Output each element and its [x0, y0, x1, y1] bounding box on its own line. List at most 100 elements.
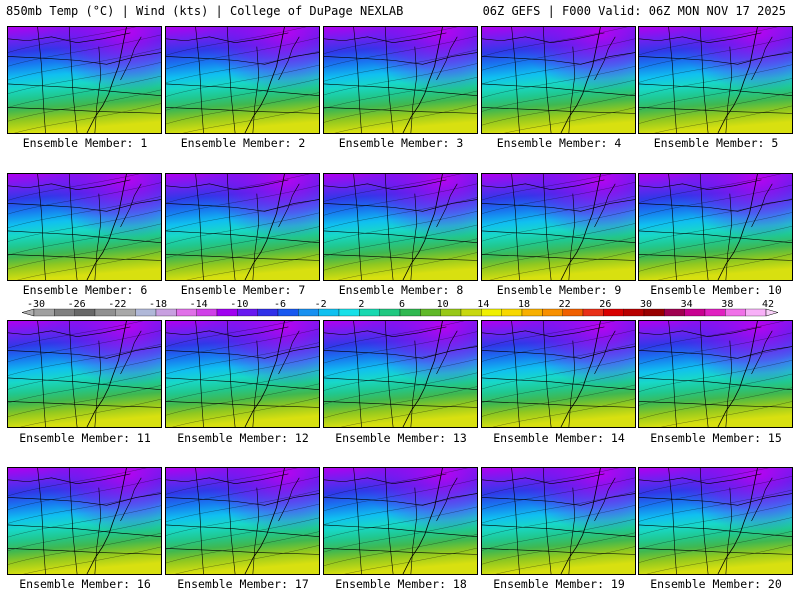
colorbar-swatch: [684, 308, 706, 317]
colorbar-tick-label: -10: [230, 299, 248, 310]
colorbar-tick-label: 34: [681, 299, 693, 310]
colorbar-tick-label: 30: [640, 299, 652, 310]
ensemble-panel: [638, 320, 793, 428]
temperature-map: [166, 321, 319, 427]
ensemble-member-label: Ensemble Member: 8: [338, 283, 464, 297]
colorbar-tick-label: -14: [190, 299, 208, 310]
colorbar-swatch: [643, 308, 665, 317]
ensemble-member-label: Ensemble Member: 4: [496, 136, 622, 150]
ensemble-panel: [7, 173, 162, 281]
temperature-colorbar: -30 -26 -22 -18 -14 -10 -6 -2 2 6 10 14 18 22 26 30 34 38…: [21, 299, 779, 317]
ensemble-panel: [165, 26, 320, 134]
temperature-map: [166, 468, 319, 574]
colorbar-swatch: [582, 308, 604, 317]
colorbar-swatch: [155, 308, 177, 317]
temperature-map: [166, 27, 319, 133]
colorbar-swatch: [399, 308, 421, 317]
ensemble-member-label: Ensemble Member: 3: [338, 136, 464, 150]
temperature-map: [324, 27, 477, 133]
temperature-map: [8, 321, 161, 427]
colorbar-swatch: [379, 308, 401, 317]
temperature-map: [639, 174, 792, 280]
colorbar-swatch: [725, 308, 746, 317]
colorbar-swatch: [94, 308, 116, 317]
ensemble-panel: [638, 26, 793, 134]
colorbar-swatch: [237, 308, 258, 317]
colorbar-swatch: [257, 308, 279, 317]
colorbar-tick-label: 42: [762, 299, 774, 310]
colorbar-swatch: [277, 308, 299, 317]
colorbar-tick-label: -6: [274, 299, 286, 310]
ensemble-panel: [481, 26, 636, 134]
colorbar-tick-label: 26: [599, 299, 611, 310]
colorbar-tick-label: 38: [721, 299, 733, 310]
colorbar-swatch: [542, 308, 563, 317]
ensemble-member-label: Ensemble Member: 16: [19, 577, 151, 591]
colorbar-swatch: [623, 308, 645, 317]
colorbar-tick-label: -30: [27, 299, 45, 310]
colorbar-left-arrow: [21, 308, 35, 317]
colorbar-swatch: [501, 308, 523, 317]
temperature-map: [482, 27, 635, 133]
temperature-map: [8, 468, 161, 574]
colorbar-swatch: [359, 308, 380, 317]
colorbar-swatch: [135, 308, 157, 317]
ensemble-member-label: Ensemble Member: 1: [22, 136, 148, 150]
ensemble-panel: [481, 173, 636, 281]
ensemble-member-label: Ensemble Member: 20: [650, 577, 782, 591]
ensemble-member-label: Ensemble Member: 12: [177, 431, 309, 445]
colorbar-tick-label: -18: [149, 299, 167, 310]
ensemble-panel: [7, 320, 162, 428]
colorbar-tick-label: 2: [358, 299, 364, 310]
colorbar-swatch: [745, 308, 767, 317]
colorbar-tick-label: 10: [437, 299, 449, 310]
ensemble-panel: [638, 173, 793, 281]
colorbar-tick-label: -2: [315, 299, 327, 310]
ensemble-member-label: Ensemble Member: 17: [177, 577, 309, 591]
colorbar-swatch: [420, 308, 441, 317]
ensemble-panel: [323, 173, 478, 281]
colorbar-tick-label: 6: [399, 299, 405, 310]
temperature-map: [639, 27, 792, 133]
ensemble-panel: [165, 320, 320, 428]
ensemble-member-label: Ensemble Member: 10: [650, 283, 782, 297]
colorbar-swatch: [521, 308, 543, 317]
colorbar-swatch: [481, 308, 502, 317]
colorbar-right-arrow: [765, 308, 779, 317]
temperature-map: [8, 174, 161, 280]
colorbar-swatch: [216, 308, 238, 317]
colorbar-swatch: [460, 308, 482, 317]
colorbar-tick-label: 18: [518, 299, 530, 310]
ensemble-panel: [7, 26, 162, 134]
ensemble-panel: [481, 320, 636, 428]
colorbar-swatch: [74, 308, 96, 317]
colorbar-swatch: [440, 308, 462, 317]
colorbar-swatch: [704, 308, 726, 317]
temperature-map: [166, 174, 319, 280]
colorbar-swatch: [562, 308, 584, 317]
ensemble-member-label: Ensemble Member: 2: [180, 136, 306, 150]
colorbar-tick-label: 22: [559, 299, 571, 310]
colorbar-swatch: [196, 308, 218, 317]
ensemble-member-label: Ensemble Member: 14: [493, 431, 625, 445]
ensemble-panel: [7, 467, 162, 575]
ensemble-panel: [323, 26, 478, 134]
colorbar-swatch: [33, 308, 55, 317]
ensemble-panel: [323, 320, 478, 428]
ensemble-member-label: Ensemble Member: 15: [650, 431, 782, 445]
ensemble-member-label: Ensemble Member: 13: [335, 431, 467, 445]
colorbar-swatch: [298, 308, 319, 317]
colorbar-swatch: [603, 308, 624, 317]
ensemble-member-label: Ensemble Member: 6: [22, 283, 148, 297]
colorbar-tick-label: -26: [68, 299, 86, 310]
temperature-map: [324, 174, 477, 280]
colorbar-tick-label: -22: [108, 299, 126, 310]
ensemble-panel: [165, 467, 320, 575]
colorbar-swatch: [176, 308, 197, 317]
temperature-map: [324, 468, 477, 574]
temperature-map: [639, 321, 792, 427]
colorbar-swatch: [54, 308, 75, 317]
colorbar-swatch: [318, 308, 340, 317]
ensemble-panel: [165, 173, 320, 281]
ensemble-panel: [638, 467, 793, 575]
